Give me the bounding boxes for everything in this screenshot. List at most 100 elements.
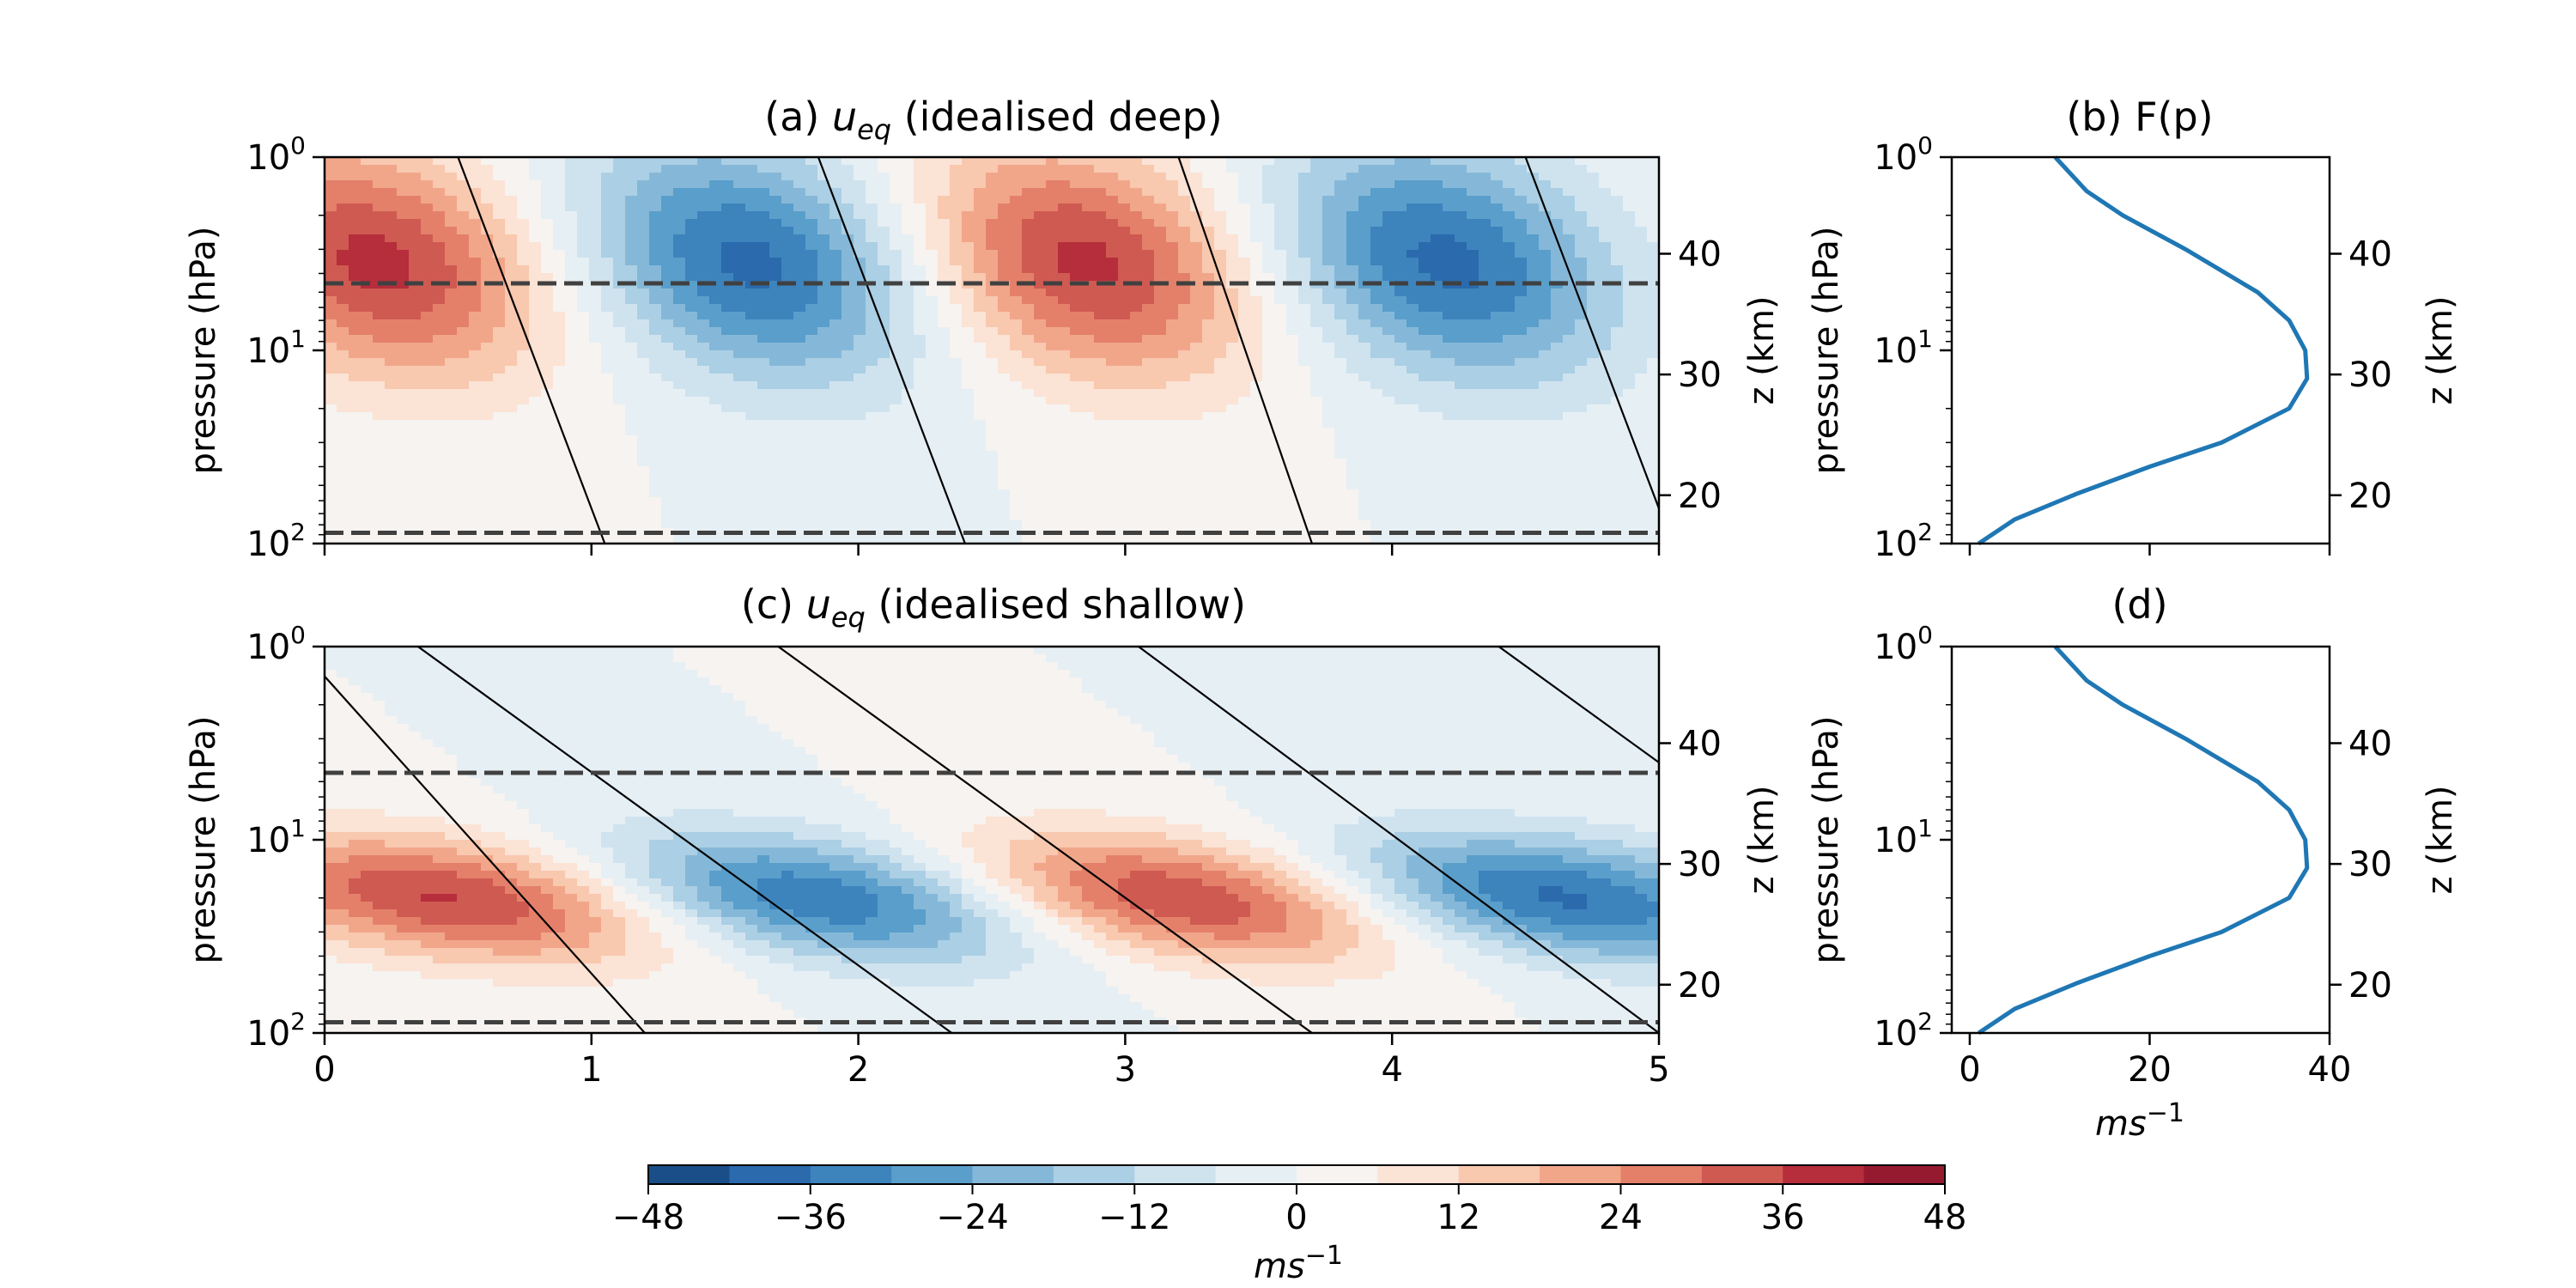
heatmap-cell [673, 343, 686, 351]
heatmap-cell [709, 304, 722, 313]
heatmap-cell [1406, 459, 1419, 467]
heatmap-cell [1322, 366, 1335, 374]
heatmap-cell [1178, 412, 1191, 421]
heatmap-cell [1599, 412, 1612, 421]
heatmap-cell [1022, 497, 1035, 506]
heatmap-cell [1202, 304, 1215, 313]
heatmap-cell [805, 180, 818, 189]
heatmap-cell [589, 412, 602, 421]
heatmap-cell [769, 428, 782, 436]
heatmap-cell [541, 319, 554, 328]
heatmap-cell [649, 234, 662, 243]
heatmap-cell [1166, 497, 1179, 506]
heatmap-cell [625, 389, 638, 398]
heatmap-cell [1022, 312, 1035, 320]
heatmap-cell [866, 289, 878, 297]
heatmap-cell [757, 497, 770, 506]
heatmap-cell [1479, 350, 1492, 359]
heatmap-cell [1106, 188, 1119, 197]
heatmap-cell [1106, 327, 1119, 336]
heatmap-cell [1310, 173, 1323, 181]
heatmap-cell [445, 188, 458, 197]
heatmap-cell [1142, 204, 1155, 212]
heatmap-cell [1575, 265, 1588, 274]
heatmap-cell [577, 289, 590, 297]
heatmap-cell [1310, 188, 1323, 197]
heatmap-cell [781, 180, 794, 189]
heatmap-cell [1106, 273, 1119, 282]
heatmap-cell [505, 250, 518, 258]
heatmap-cell [625, 204, 638, 212]
heatmap-cell [1190, 374, 1203, 382]
heatmap-cell [589, 180, 602, 189]
heatmap-cell [1394, 157, 1407, 166]
heatmap-cell [1178, 289, 1191, 297]
heatmap-cell [854, 188, 866, 197]
heatmap-cell [553, 366, 566, 374]
heatmap-cell [1154, 343, 1167, 351]
heatmap-cell [1406, 397, 1419, 405]
heatmap-cell [1082, 459, 1095, 467]
heatmap-cell [986, 165, 999, 173]
heatmap-cell [421, 304, 434, 313]
heatmap-cell [890, 466, 902, 475]
heatmap-cell [1431, 281, 1443, 289]
heatmap-cell [1599, 397, 1612, 405]
heatmap-cell [553, 180, 566, 189]
heatmap-cell [1130, 296, 1143, 305]
heatmap-cell [493, 211, 506, 220]
heatmap-cell [1599, 451, 1612, 459]
heatmap-cell [709, 451, 722, 459]
heatmap-cell [1178, 497, 1191, 506]
heatmap-cell [1551, 304, 1564, 313]
heatmap-cell [998, 350, 1011, 359]
heatmap-cell [625, 242, 638, 251]
heatmap-cell [697, 234, 710, 243]
heatmap-cell [601, 258, 614, 266]
heatmap-cell [529, 404, 542, 413]
heatmap-cell [1094, 412, 1107, 421]
heatmap-cell [553, 227, 566, 235]
heatmap-cell [745, 234, 758, 243]
heatmap-cell [1635, 327, 1648, 336]
heatmap-cell [1587, 412, 1600, 421]
heatmap-cell [625, 234, 638, 243]
heatmap-cell [1491, 157, 1504, 166]
heatmap-cell [445, 180, 458, 189]
heatmap-cell [409, 374, 422, 382]
heatmap-cell [1166, 319, 1179, 328]
heatmap-cell [1058, 188, 1071, 197]
heatmap-cell [805, 358, 818, 367]
heatmap-cell [926, 474, 939, 483]
heatmap-cell [1587, 327, 1600, 336]
heatmap-cell [349, 397, 361, 405]
heatmap-cell [601, 211, 614, 220]
heatmap-cell [1431, 327, 1443, 336]
heatmap-cell [1370, 242, 1383, 251]
heatmap-cell [902, 466, 914, 475]
heatmap-cell [1419, 327, 1431, 336]
heatmap-cell [854, 250, 866, 258]
heatmap-cell [998, 319, 1011, 328]
heatmap-cell [529, 165, 542, 173]
heatmap-cell [553, 397, 566, 405]
heatmap-cell [793, 296, 806, 305]
heatmap-cell [1322, 258, 1335, 266]
heatmap-cell [541, 451, 554, 459]
heatmap-cell [1226, 173, 1239, 181]
heatmap-cell [493, 219, 506, 228]
heatmap-cell [397, 196, 410, 204]
heatmap-cell [1262, 497, 1275, 506]
heatmap-cell [1394, 289, 1407, 297]
heatmap-cell [1334, 366, 1347, 374]
heatmap-cell [902, 265, 914, 274]
heatmap-cell [649, 443, 662, 452]
heatmap-cell [349, 404, 361, 413]
heatmap-cell [1503, 482, 1516, 490]
heatmap-cell [649, 265, 662, 274]
heatmap-cell [661, 397, 674, 405]
heatmap-cell [469, 404, 482, 413]
heatmap-cell [733, 289, 746, 297]
heatmap-cell [1406, 180, 1419, 189]
heatmap-cell [841, 165, 854, 173]
